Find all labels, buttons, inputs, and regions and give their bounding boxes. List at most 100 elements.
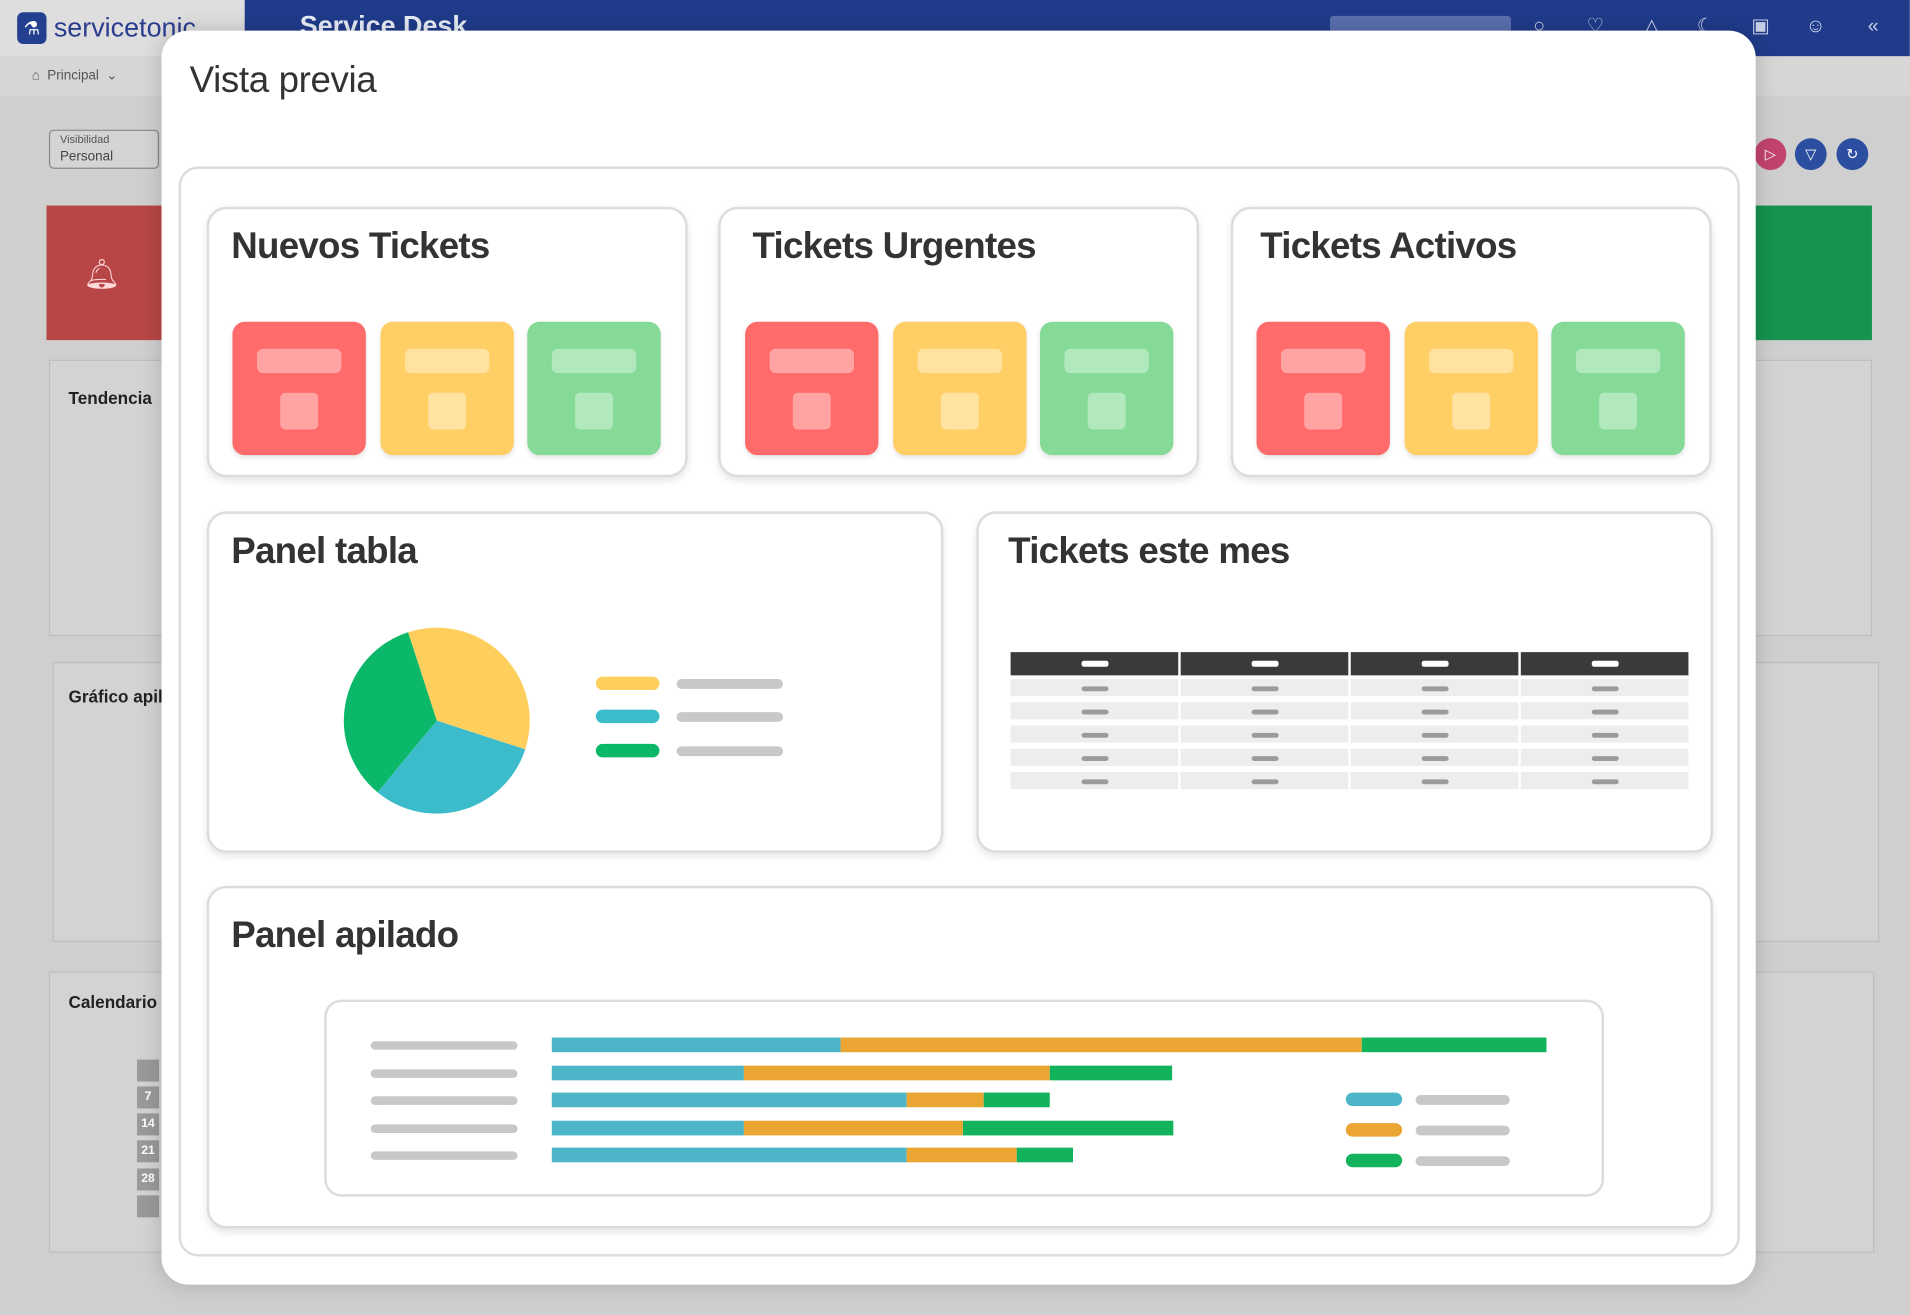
legend-swatch-yellow [595,676,660,691]
row-label-placeholder [370,1096,518,1105]
user-icon[interactable]: ☺ [1805,15,1826,37]
legend-swatch-green [595,743,660,758]
panel-label: Calendario [68,992,158,1012]
bar-segment-0-1 [840,1037,1362,1053]
legend-swatch-orange [1345,1123,1403,1137]
table-cell [1180,679,1349,699]
table-cell [1010,679,1179,699]
legend-label-placeholder [676,746,784,757]
table-cell [1350,748,1519,769]
legend-swatch-teal [1345,1092,1403,1107]
pie-slice-1 [377,720,526,814]
tile-green [1551,321,1685,456]
table-cell [1180,748,1349,769]
widget-title: Nuevos Tickets [231,226,490,267]
bar-segment-4-0 [551,1147,907,1163]
table-cell [1520,772,1689,792]
table-cell [1010,702,1179,722]
table-cell [1520,725,1689,746]
breadcrumb[interactable]: ⌂ Principal ⌄ [32,67,118,83]
tile-amber [380,321,514,456]
background-panel [1737,661,1880,943]
stacked-chart-frame [324,999,1605,1197]
table-skeleton [1010,652,1689,792]
table-cell [1520,679,1689,699]
background-panel [48,359,172,637]
background-panel [52,661,172,943]
table-cell [1180,702,1349,722]
collapse-icon[interactable]: « [1867,15,1879,37]
bar-segment-4-2 [1016,1147,1074,1163]
bar-segment-1-1 [743,1065,1050,1080]
bar-segment-2-0 [551,1092,907,1108]
pie-chart [343,627,530,814]
preview-modal: Vista previa Nuevos Tickets Tickets Urge… [161,30,1756,1285]
tile-amber [893,321,1027,456]
tile-red [1256,321,1390,456]
legend-label-placeholder [676,679,784,689]
visibility-select[interactable]: Visibilidad Personal [48,129,160,169]
flask-icon: ⚗ [17,12,47,45]
table-cell [1520,748,1689,769]
pie-slice-0 [408,627,530,750]
table-cell [1350,725,1519,746]
table-cell [1350,679,1519,699]
widget-title: Panel tabla [231,530,417,572]
bar-segment-3-2 [962,1120,1174,1135]
table-header-cell [1010,652,1179,676]
legend-label-placeholder [1415,1095,1510,1105]
widget-tickets-urgentes: Tickets Urgentes [718,206,1200,478]
table-header-cell [1520,652,1689,676]
widget-title: Tickets Activos [1260,226,1517,267]
table-cell [1180,772,1349,792]
pie-slice-2 [343,632,437,793]
table-header-cell [1180,652,1349,676]
widget-tickets-activos: Tickets Activos [1230,206,1712,478]
calendar-cell[interactable]: 7 [137,1086,160,1109]
bar-segment-1-2 [1049,1065,1173,1080]
home-icon: ⌂ [31,67,40,83]
row-label-placeholder [370,1151,518,1160]
status-card [1737,205,1872,341]
visibility-label: Visibilidad [59,133,110,146]
calendar-cell[interactable]: 28 [137,1168,160,1191]
calendar-cell[interactable]: 21 [137,1140,160,1163]
widget-nuevos-tickets: Nuevos Tickets [206,206,688,478]
legend-label-placeholder [1415,1156,1510,1166]
filter-button[interactable]: ▽ [1794,138,1827,171]
bar-segment-2-1 [906,1092,984,1108]
panel-label: Tendencia [68,387,152,408]
calendar-cell[interactable]: 14 [137,1113,160,1136]
table-cell [1350,702,1519,722]
row-label-placeholder [370,1041,518,1050]
widget-title: Panel apilado [231,915,459,956]
search-icon[interactable]: ○ [1533,15,1546,37]
play-button[interactable]: ▷ [1754,138,1787,171]
legend-swatch-green [1345,1153,1403,1168]
tile-red [232,321,366,456]
table-cell [1010,772,1179,792]
visibility-value: Personal [59,149,114,164]
bar-segment-3-1 [743,1120,963,1135]
row-label-placeholder [370,1068,518,1078]
table-cell [1520,702,1689,722]
briefcase-icon[interactable]: ▣ [1751,15,1770,37]
breadcrumb-item: Principal [47,67,99,83]
tile-green [527,321,661,456]
table-header-cell [1350,652,1519,676]
widget-panel-apilado: Panel apilado [206,885,1713,1229]
widget-tickets-este-mes: Tickets este mes [976,511,1713,853]
tile-green [1039,321,1174,456]
preview-canvas: Nuevos Tickets Tickets Urgentes Tickets … [178,166,1740,1257]
tile-red [745,321,879,456]
bar-segment-0-0 [551,1037,841,1053]
alert-card [46,205,169,341]
modal-title: Vista previa [189,59,377,101]
refresh-button[interactable]: ↻ [1836,138,1869,171]
table-cell [1010,725,1179,746]
background-panel [1737,359,1872,637]
legend-swatch-teal [595,709,660,724]
legend-label-placeholder [676,712,784,722]
calendar-cell [137,1059,160,1082]
